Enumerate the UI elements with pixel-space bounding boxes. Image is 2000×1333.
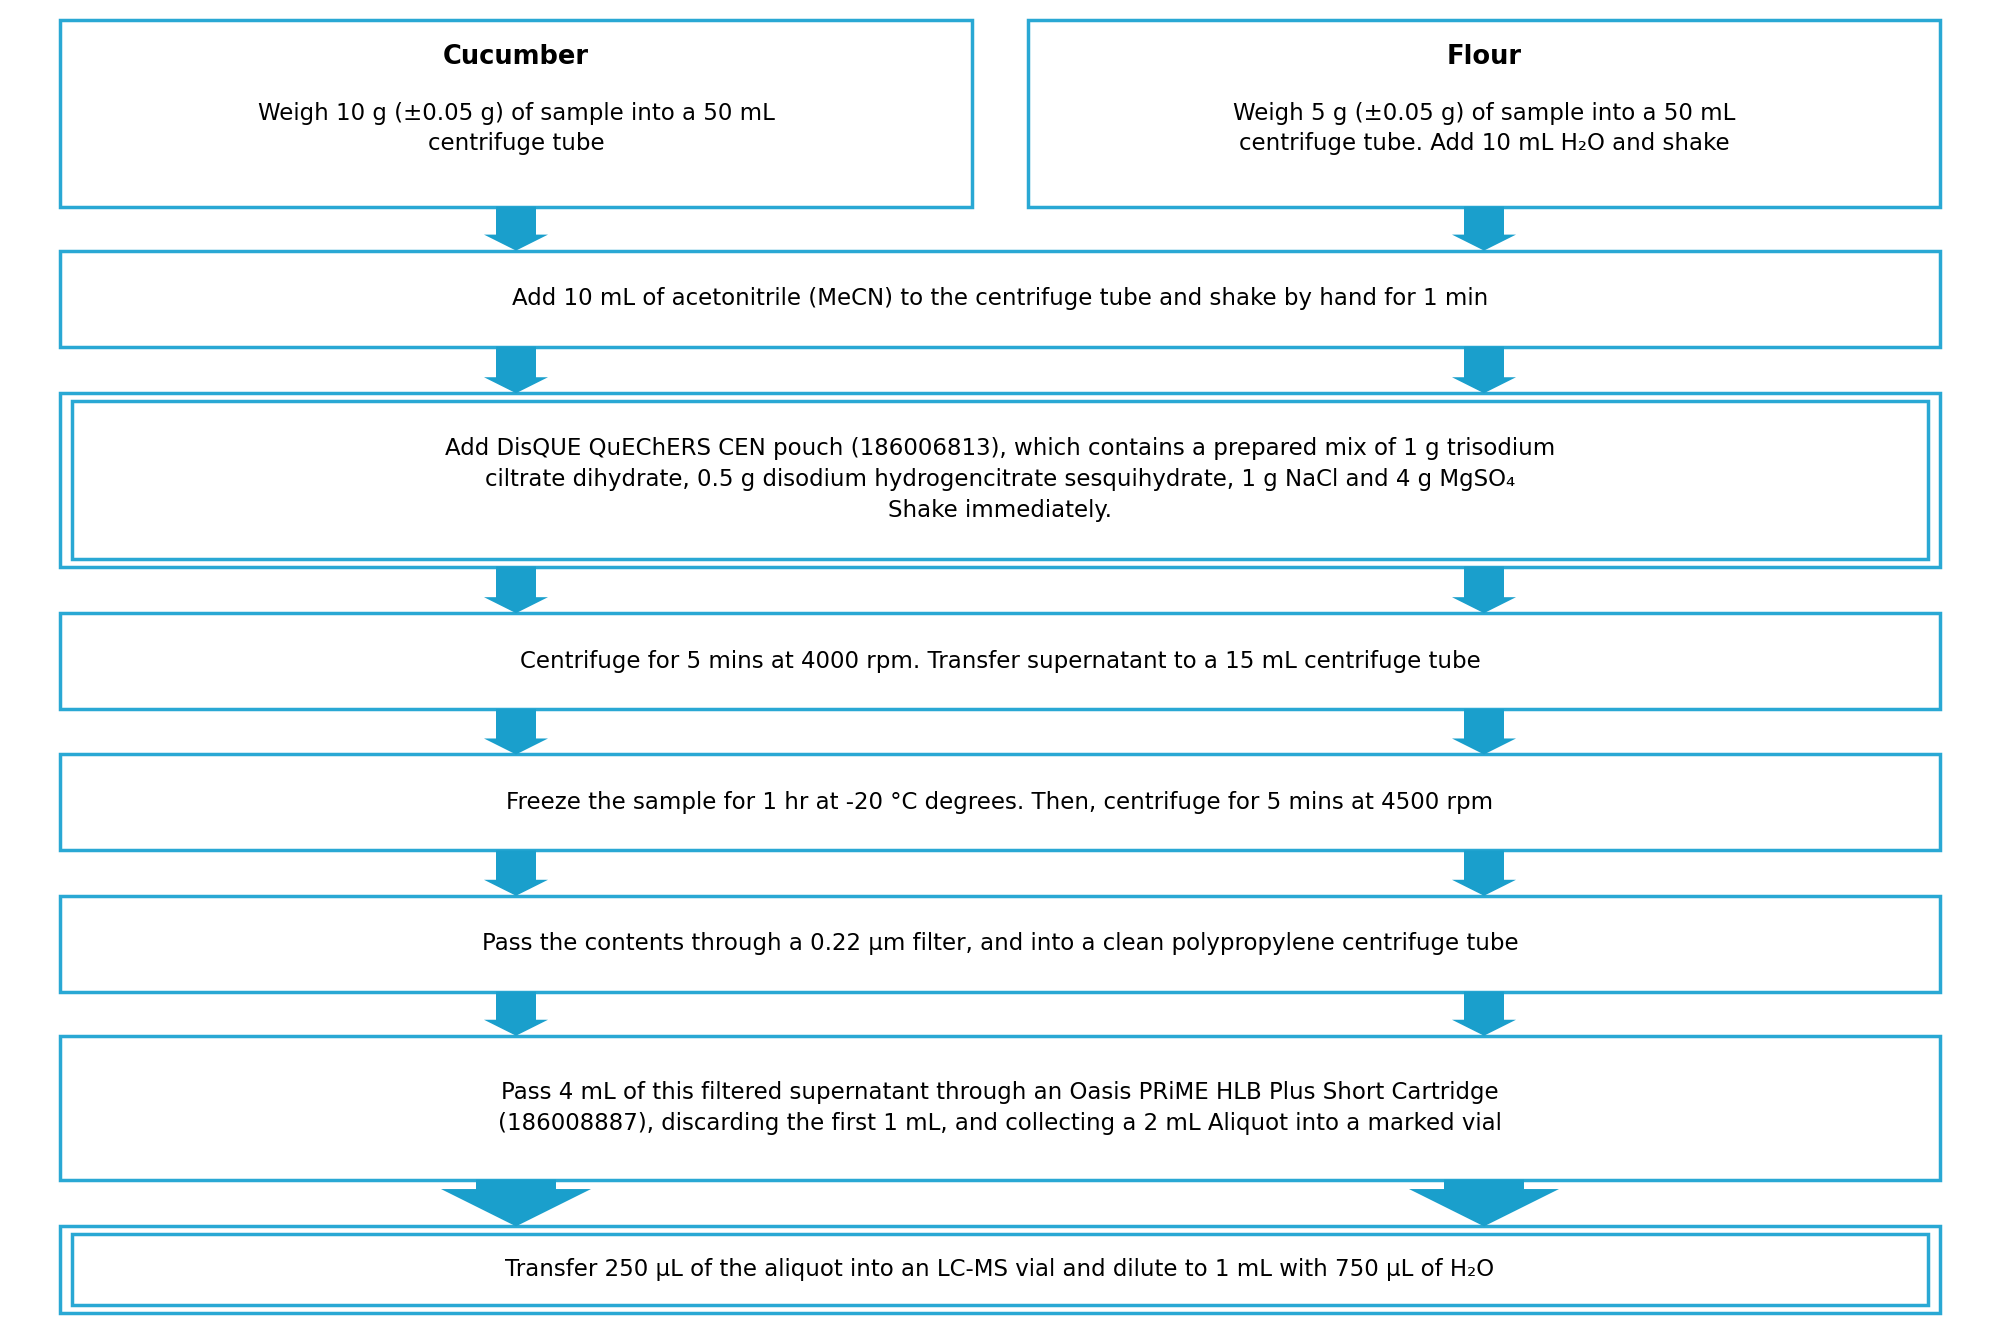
Text: Add 10 mL of acetonitrile (MeCN) to the centrifuge tube and shake by hand for 1 : Add 10 mL of acetonitrile (MeCN) to the … xyxy=(512,287,1488,311)
Bar xyxy=(72,401,1928,559)
Text: Cucumber: Cucumber xyxy=(444,44,588,71)
Bar xyxy=(60,754,1940,850)
Text: Freeze the sample for 1 hr at -20 °C degrees. Then, centrifuge for 5 mins at 450: Freeze the sample for 1 hr at -20 °C deg… xyxy=(506,790,1494,814)
Text: Flour: Flour xyxy=(1446,44,1522,71)
Bar xyxy=(60,20,972,207)
Polygon shape xyxy=(484,567,548,613)
Bar xyxy=(72,1234,1928,1305)
Polygon shape xyxy=(484,850,548,896)
Bar xyxy=(60,393,1940,567)
Text: Weigh 10 g (±0.05 g) of sample into a 50 mL
centrifuge tube: Weigh 10 g (±0.05 g) of sample into a 50… xyxy=(258,101,774,155)
Polygon shape xyxy=(484,709,548,754)
Polygon shape xyxy=(484,992,548,1036)
Bar xyxy=(60,251,1940,347)
Bar xyxy=(60,896,1940,992)
Polygon shape xyxy=(484,347,548,393)
Bar xyxy=(60,613,1940,709)
Text: Weigh 5 g (±0.05 g) of sample into a 50 mL
centrifuge tube. Add 10 mL H₂O and sh: Weigh 5 g (±0.05 g) of sample into a 50 … xyxy=(1232,101,1736,155)
Polygon shape xyxy=(1452,207,1516,251)
Text: Centrifuge for 5 mins at 4000 rpm. Transfer supernatant to a 15 mL centrifuge tu: Centrifuge for 5 mins at 4000 rpm. Trans… xyxy=(520,649,1480,673)
Bar xyxy=(60,1036,1940,1180)
Bar xyxy=(60,1226,1940,1313)
Polygon shape xyxy=(440,1180,592,1226)
Text: Add DisQUE QuEChERS CEN pouch (186006813), which contains a prepared mix of 1 g : Add DisQUE QuEChERS CEN pouch (186006813… xyxy=(444,437,1556,523)
Polygon shape xyxy=(1452,567,1516,613)
Polygon shape xyxy=(1452,992,1516,1036)
Text: Transfer 250 μL of the aliquot into an LC-MS vial and dilute to 1 mL with 750 μL: Transfer 250 μL of the aliquot into an L… xyxy=(506,1258,1494,1281)
Polygon shape xyxy=(1452,709,1516,754)
Polygon shape xyxy=(1408,1180,1560,1226)
Polygon shape xyxy=(1452,347,1516,393)
Polygon shape xyxy=(484,207,548,251)
Text: Pass the contents through a 0.22 μm filter, and into a clean polypropylene centr: Pass the contents through a 0.22 μm filt… xyxy=(482,932,1518,956)
Polygon shape xyxy=(1452,850,1516,896)
Text: Pass 4 mL of this filtered supernatant through an Oasis PRiME HLB Plus Short Car: Pass 4 mL of this filtered supernatant t… xyxy=(498,1081,1502,1134)
Bar xyxy=(1028,20,1940,207)
